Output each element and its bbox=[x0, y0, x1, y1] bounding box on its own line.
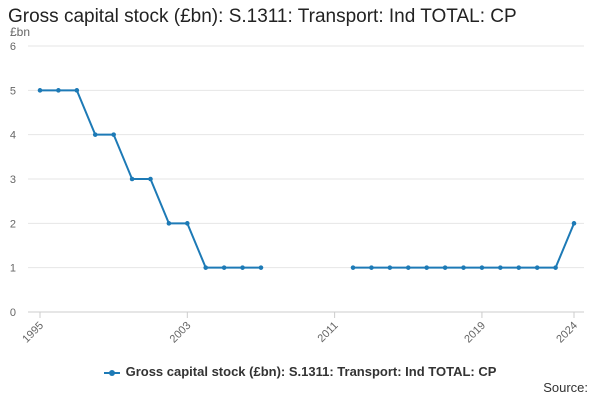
legend-marker-icon bbox=[103, 369, 120, 376]
data-point[interactable] bbox=[405, 265, 411, 270]
x-tick-label: 2011 bbox=[316, 320, 341, 345]
y-tick-label: 3 bbox=[10, 174, 16, 186]
grid-lines bbox=[28, 45, 584, 313]
data-point[interactable] bbox=[166, 221, 172, 226]
y-tick-labels: 0 1 2 3 4 5 6 bbox=[10, 41, 16, 319]
legend: Gross capital stock (£bn): S.1311: Trans… bbox=[0, 364, 600, 379]
x-tick-label: 2003 bbox=[168, 320, 194, 346]
data-point[interactable] bbox=[74, 88, 80, 93]
data-point[interactable] bbox=[203, 265, 209, 270]
x-tick-labels: 1995 2003 2011 2019 2024 bbox=[20, 312, 580, 345]
legend-label: Gross capital stock (£bn): S.1311: Trans… bbox=[125, 364, 497, 379]
data-point[interactable] bbox=[185, 221, 190, 226]
chart-title: Gross capital stock (£bn): S.1311: Trans… bbox=[8, 6, 517, 27]
data-point[interactable] bbox=[350, 265, 356, 270]
y-tick-label: 6 bbox=[10, 41, 16, 53]
data-point[interactable] bbox=[534, 265, 540, 270]
data-point[interactable] bbox=[424, 265, 429, 270]
data-point[interactable] bbox=[37, 88, 43, 93]
data-point[interactable] bbox=[516, 265, 522, 270]
series-group bbox=[37, 88, 577, 270]
y-axis-label: £bn bbox=[10, 25, 30, 39]
data-point[interactable] bbox=[479, 265, 485, 270]
data-point[interactable] bbox=[571, 221, 577, 226]
data-point[interactable] bbox=[258, 265, 264, 270]
series-line bbox=[353, 222, 575, 269]
y-tick-label: 0 bbox=[10, 307, 16, 319]
data-point[interactable] bbox=[221, 265, 227, 270]
data-point[interactable] bbox=[498, 265, 503, 270]
data-point[interactable] bbox=[111, 132, 116, 137]
data-point[interactable] bbox=[129, 176, 135, 182]
y-tick-label: 5 bbox=[10, 85, 16, 97]
data-point[interactable] bbox=[553, 265, 558, 270]
source-label: Source: bbox=[543, 380, 588, 395]
y-tick-label: 4 bbox=[10, 130, 16, 142]
y-tick-label: 2 bbox=[10, 218, 16, 230]
data-point[interactable] bbox=[240, 265, 245, 270]
x-tick-label: 1995 bbox=[20, 320, 46, 346]
data-point[interactable] bbox=[56, 88, 61, 93]
y-tick-label: 1 bbox=[10, 263, 16, 275]
data-point[interactable] bbox=[387, 265, 393, 270]
data-point[interactable] bbox=[148, 176, 153, 182]
x-tick-label: 2019 bbox=[462, 320, 488, 346]
data-point[interactable] bbox=[461, 265, 466, 270]
data-point[interactable] bbox=[442, 265, 448, 270]
data-point[interactable] bbox=[369, 265, 374, 270]
data-point[interactable] bbox=[92, 132, 98, 137]
x-tick-label: 2024 bbox=[554, 320, 580, 346]
